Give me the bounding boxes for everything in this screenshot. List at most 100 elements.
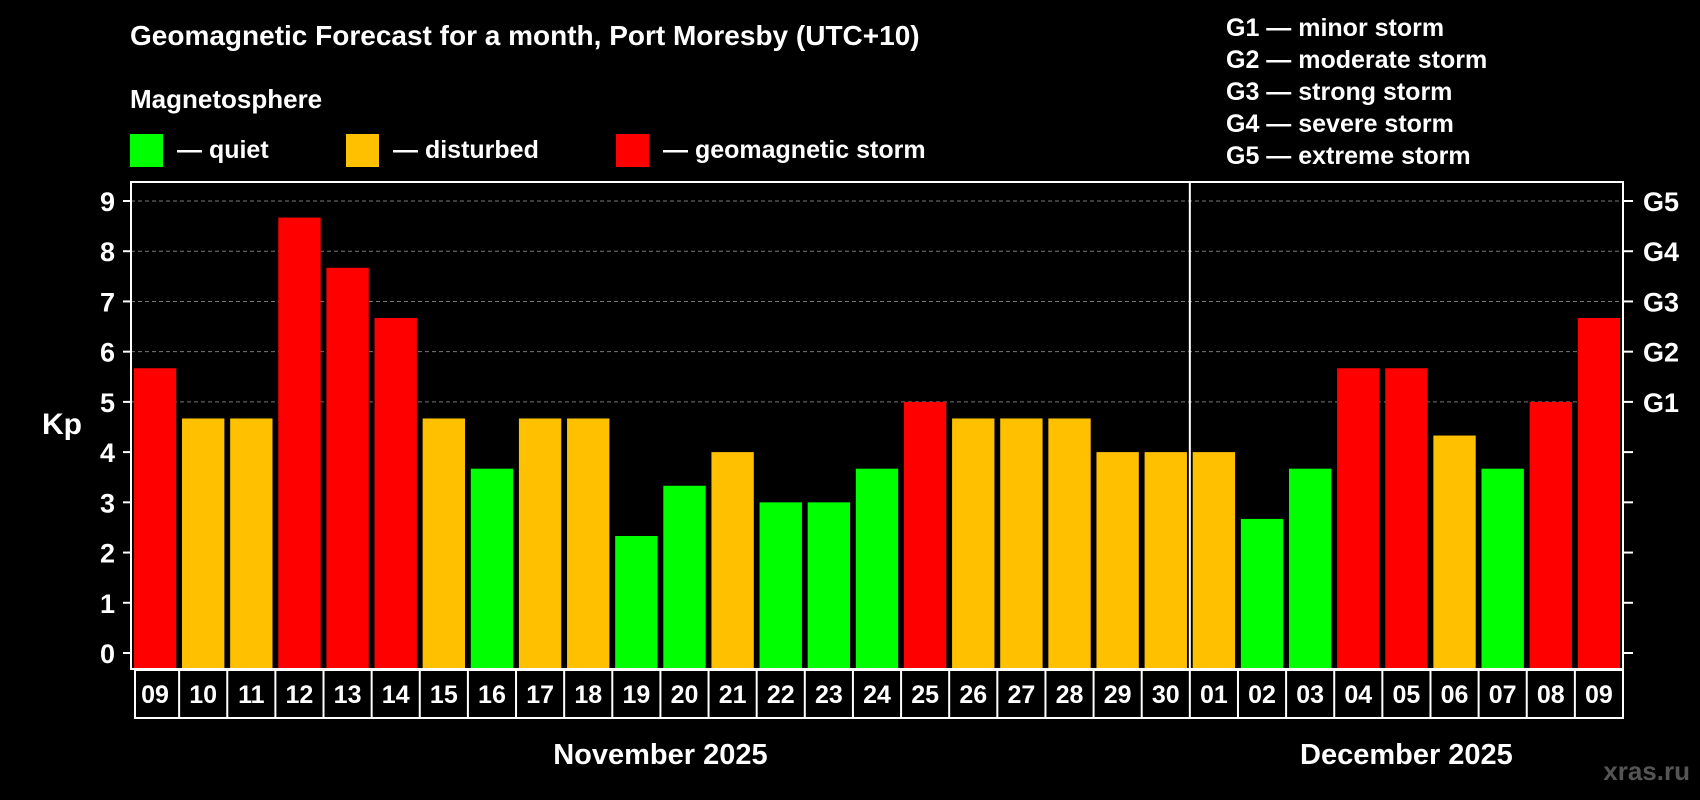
month-label: December 2025 bbox=[1300, 739, 1513, 771]
x-tick-label: 09 bbox=[141, 681, 169, 709]
g4-legend: G4 — severe storm bbox=[1226, 110, 1454, 138]
y-tick-label: 6 bbox=[100, 338, 115, 368]
x-tick-label: 22 bbox=[767, 681, 795, 709]
bar bbox=[1385, 368, 1428, 669]
x-tick-label: 19 bbox=[622, 681, 650, 709]
bar bbox=[470, 468, 514, 669]
g-scale-label: G2 bbox=[1643, 338, 1679, 368]
x-tick-label: 30 bbox=[1152, 681, 1180, 709]
bar bbox=[952, 418, 995, 669]
g-scale-label: G4 bbox=[1643, 237, 1679, 267]
y-tick-label: 4 bbox=[100, 438, 115, 468]
x-tick-label: 23 bbox=[815, 681, 843, 709]
x-tick-label: 28 bbox=[1056, 681, 1084, 709]
quiet-swatch bbox=[130, 133, 163, 167]
bar bbox=[1144, 452, 1187, 669]
legend-storm: — geomagnetic storm bbox=[616, 132, 926, 168]
date-row-frame bbox=[134, 669, 1624, 719]
x-tick-label: 10 bbox=[189, 681, 217, 709]
x-tick-label: 03 bbox=[1296, 681, 1324, 709]
x-tick-label: 20 bbox=[671, 681, 699, 709]
bar bbox=[1288, 468, 1332, 669]
x-tick-label: 06 bbox=[1441, 681, 1469, 709]
g-scale-label: G5 bbox=[1643, 187, 1679, 217]
bar bbox=[518, 418, 562, 669]
bar bbox=[903, 401, 947, 669]
g3-legend: G3 — strong storm bbox=[1226, 78, 1453, 106]
bar bbox=[182, 418, 225, 669]
bar bbox=[759, 502, 802, 669]
g-scale-label: G1 bbox=[1643, 388, 1679, 418]
x-tick-label: 13 bbox=[334, 681, 362, 709]
x-tick-label: 11 bbox=[238, 681, 265, 709]
y-tick-label: 3 bbox=[100, 488, 115, 518]
bar bbox=[567, 418, 610, 669]
bar bbox=[374, 318, 417, 669]
magnetosphere-label: Magnetosphere bbox=[130, 84, 323, 114]
g-scale-label: G3 bbox=[1643, 287, 1679, 317]
x-tick-label: 18 bbox=[574, 681, 602, 709]
axes bbox=[123, 181, 1633, 719]
y-tick-label: 0 bbox=[100, 639, 115, 669]
x-tick-label: 02 bbox=[1248, 681, 1276, 709]
y-tick-label: 8 bbox=[100, 237, 115, 267]
x-tick-label: 24 bbox=[863, 681, 891, 709]
bars bbox=[133, 217, 1621, 669]
x-tick-label: 05 bbox=[1393, 681, 1421, 709]
y-tick-label: 5 bbox=[100, 388, 115, 418]
bar bbox=[1529, 401, 1572, 669]
legend-disturbed-label: — disturbed bbox=[393, 135, 539, 164]
storm-swatch bbox=[616, 133, 649, 167]
x-tick-label: 01 bbox=[1200, 681, 1228, 709]
bar bbox=[1240, 518, 1284, 669]
legend-quiet-label: — quiet bbox=[177, 135, 269, 164]
disturbed-swatch bbox=[346, 133, 379, 167]
bar bbox=[1192, 452, 1236, 669]
bar bbox=[278, 217, 321, 669]
g1-legend: G1 — minor storm bbox=[1226, 14, 1445, 42]
bar bbox=[1433, 435, 1476, 669]
x-tick-label: 26 bbox=[959, 681, 987, 709]
y-tick-label: 9 bbox=[100, 187, 115, 217]
bar bbox=[855, 468, 899, 669]
x-tick-label: 07 bbox=[1489, 681, 1517, 709]
x-tick-label: 27 bbox=[1007, 681, 1035, 709]
x-tick-label: 12 bbox=[286, 681, 314, 709]
x-tick-label: 25 bbox=[911, 681, 939, 709]
y-axis-label: Kp bbox=[42, 408, 82, 441]
bar bbox=[326, 267, 369, 669]
g2-legend: G2 — moderate storm bbox=[1226, 46, 1488, 74]
month-label: November 2025 bbox=[553, 739, 767, 771]
bar bbox=[1577, 318, 1621, 669]
x-tick-label: 08 bbox=[1537, 681, 1565, 709]
bar bbox=[711, 452, 754, 669]
chart-title: Geomagnetic Forecast for a month, Port M… bbox=[130, 20, 920, 51]
g-scale-legend: G1 — minor storm G2 — moderate storm G3 … bbox=[1226, 12, 1487, 172]
y-tick-label: 7 bbox=[100, 287, 115, 317]
x-tick-label: 14 bbox=[382, 681, 410, 709]
bar bbox=[230, 418, 273, 669]
x-tick-label: 17 bbox=[526, 681, 554, 709]
bar bbox=[1481, 468, 1524, 669]
legend-disturbed: — disturbed bbox=[346, 132, 539, 168]
bar bbox=[663, 485, 706, 669]
bar bbox=[807, 502, 851, 669]
g5-legend: G5 — extreme storm bbox=[1226, 142, 1471, 170]
bar bbox=[1096, 452, 1139, 669]
x-tick-label: 15 bbox=[430, 681, 458, 709]
x-tick-label: 09 bbox=[1585, 681, 1613, 709]
bar bbox=[133, 368, 177, 669]
bar bbox=[422, 418, 466, 669]
bar bbox=[1000, 418, 1043, 669]
bar bbox=[1337, 368, 1380, 669]
x-tick-label: 04 bbox=[1344, 681, 1372, 709]
y-tick-label: 2 bbox=[100, 539, 115, 569]
x-tick-label: 16 bbox=[478, 681, 506, 709]
watermark: xras.ru bbox=[1603, 756, 1690, 786]
legend-quiet: — quiet bbox=[130, 132, 269, 168]
x-tick-label: 21 bbox=[719, 681, 747, 709]
legend-storm-label: — geomagnetic storm bbox=[663, 135, 926, 164]
x-tick-label: 29 bbox=[1104, 681, 1132, 709]
